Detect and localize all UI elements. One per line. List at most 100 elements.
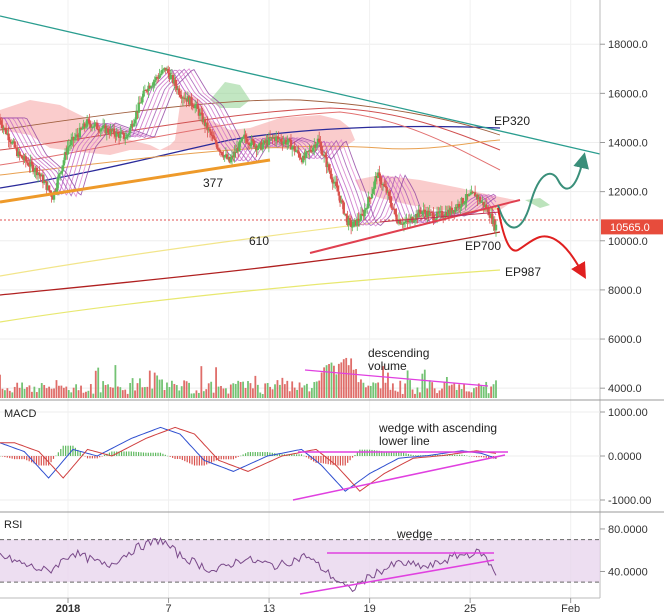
- macd-hist-bar: [249, 452, 252, 456]
- candle-body: [443, 216, 446, 218]
- volume-bar: [269, 386, 271, 398]
- macd-hist-bar: [91, 456, 93, 459]
- candle-body: [157, 77, 160, 79]
- volume-bar: [473, 388, 475, 398]
- volume-bar: [372, 382, 375, 398]
- volume-bar: [482, 386, 485, 398]
- volume-bar: [296, 389, 299, 398]
- price-tick-label: 10000.0: [608, 236, 648, 248]
- candle-body: [357, 218, 360, 222]
- candle-body: [147, 85, 150, 92]
- macd-hist-bar: [334, 456, 337, 466]
- candle-body: [416, 213, 419, 218]
- candle-body: [418, 209, 422, 213]
- candle-body: [81, 128, 84, 130]
- volume-bar: [16, 382, 19, 398]
- macd-hist-bar: [0, 456, 1, 457]
- ema-line: [0, 68, 497, 227]
- volume-bar: [156, 375, 159, 398]
- macd-line: [0, 426, 497, 492]
- candle-body: [52, 191, 56, 200]
- volume-bar: [119, 387, 122, 398]
- macd-hist-bar: [167, 455, 169, 457]
- candle-body: [206, 122, 209, 131]
- macd-hist-bar: [339, 456, 341, 466]
- macd-hist-bar: [247, 452, 249, 456]
- candle-body: [122, 132, 126, 139]
- candle-body: [201, 113, 204, 123]
- candle-body: [442, 216, 445, 218]
- volume-bar: [391, 383, 394, 398]
- candle-body: [153, 80, 156, 82]
- macd-hist-bar: [50, 456, 52, 463]
- candle-body: [202, 119, 206, 123]
- candle-body: [434, 218, 438, 220]
- macd-hist-bar: [23, 456, 25, 460]
- candle-body: [250, 139, 253, 145]
- candle-body: [192, 106, 196, 109]
- candle-body: [179, 94, 182, 97]
- candle-body: [305, 151, 309, 153]
- volume-bar: [126, 393, 129, 398]
- candle-body: [181, 97, 185, 99]
- volume-bar: [11, 392, 14, 398]
- candle-body: [182, 97, 186, 99]
- volume-bar: [396, 391, 399, 398]
- candle-body: [284, 140, 288, 145]
- candle-body: [117, 133, 121, 138]
- volume-bar: [170, 380, 173, 398]
- candle-body: [302, 155, 305, 163]
- macd-hist-bar: [135, 451, 137, 456]
- candle-body: [120, 132, 123, 134]
- candle-body: [185, 98, 188, 102]
- volume-bar: [102, 381, 105, 398]
- candle-body: [11, 141, 14, 144]
- macd-hist-bar: [1, 456, 4, 457]
- volume-bar: [418, 392, 421, 398]
- candle-body: [83, 123, 86, 127]
- candle-body: [70, 140, 73, 146]
- macd-hist-bar: [62, 445, 64, 456]
- macd-hist-bar: [381, 451, 383, 456]
- macd-hist-bar: [159, 452, 162, 456]
- candle-body: [219, 151, 223, 153]
- candle-body: [82, 123, 85, 129]
- candle-body: [383, 184, 386, 186]
- candle-body: [218, 149, 221, 152]
- last-price-label: 10565.0: [610, 222, 650, 234]
- volume-bar: [237, 380, 240, 398]
- macd-hist-bar: [373, 450, 376, 456]
- candle-body: [30, 161, 34, 165]
- volume-bar: [470, 392, 473, 398]
- volume-bar: [104, 385, 107, 398]
- candle-body: [352, 221, 355, 227]
- macd-hist-bar: [296, 454, 298, 456]
- macd-hist-bar: [456, 454, 458, 456]
- macd-hist-bar: [186, 456, 188, 463]
- volume-bar: [340, 362, 343, 398]
- volume-bar: [55, 380, 58, 398]
- macd-hist-bar: [261, 452, 264, 456]
- macd-hist-bar: [395, 451, 397, 456]
- candle-body: [222, 155, 225, 158]
- macd-hist-bar: [388, 451, 390, 456]
- rsi-tick-label: 40.0000: [608, 566, 648, 578]
- volume-bar: [333, 365, 335, 398]
- x-tick-label: 25: [464, 603, 476, 615]
- volume-bar: [465, 391, 468, 398]
- candle-body: [374, 176, 377, 182]
- candle-body: [451, 210, 455, 214]
- macd-hist-bar: [230, 456, 232, 460]
- volume-bar: [357, 382, 360, 398]
- volume-bar: [325, 365, 328, 398]
- candle-body: [68, 145, 72, 147]
- volume-bar: [124, 389, 127, 398]
- candle-body: [67, 146, 70, 148]
- candle-body: [313, 144, 316, 148]
- candle-body: [346, 215, 349, 226]
- macd-hist-bar: [94, 456, 96, 459]
- candle-body: [100, 128, 104, 130]
- candle-body: [353, 219, 357, 222]
- macd-hist-bar: [407, 453, 410, 456]
- macd-hist-bar: [172, 456, 174, 458]
